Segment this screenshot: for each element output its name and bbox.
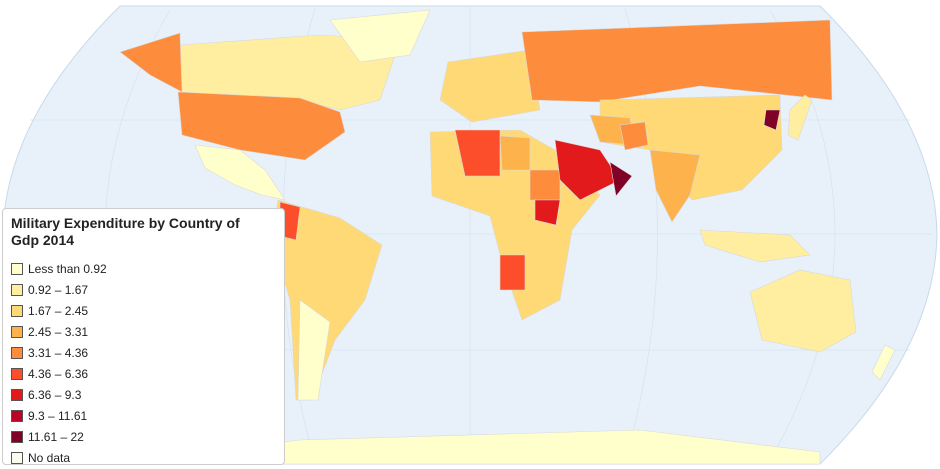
legend-label: 2.45 – 3.31 bbox=[28, 324, 89, 339]
legend-label: 0.92 – 1.67 bbox=[28, 282, 89, 297]
legend-label: 6.36 – 9.3 bbox=[28, 387, 82, 402]
legend-item[interactable]: No data bbox=[11, 447, 276, 468]
legend-label: Less than 0.92 bbox=[28, 261, 107, 276]
country bbox=[649, 149, 701, 223]
legend-label: 1.67 – 2.45 bbox=[28, 303, 89, 318]
legend-swatch bbox=[11, 325, 23, 338]
legend-item[interactable]: 4.36 – 6.36 bbox=[11, 363, 276, 384]
country bbox=[529, 169, 561, 201]
country bbox=[749, 269, 857, 353]
country bbox=[699, 229, 811, 263]
legend-label: 11.61 – 22 bbox=[28, 429, 84, 444]
legend-item[interactable]: 0.92 – 1.67 bbox=[11, 279, 276, 300]
legend-item[interactable]: 3.31 – 4.36 bbox=[11, 342, 276, 363]
country bbox=[329, 9, 431, 63]
country bbox=[521, 19, 833, 103]
legend-item[interactable]: 2.45 – 3.31 bbox=[11, 321, 276, 342]
country bbox=[194, 144, 286, 201]
legend-item[interactable]: 9.3 – 11.61 bbox=[11, 405, 276, 426]
legend-swatch bbox=[11, 388, 23, 401]
country bbox=[599, 94, 783, 201]
country bbox=[439, 49, 541, 123]
country bbox=[499, 135, 531, 171]
legend-title: Military Expenditure by Country of Gdp 2… bbox=[11, 215, 240, 248]
country bbox=[554, 139, 621, 201]
legend-swatch bbox=[11, 346, 23, 359]
legend-item[interactable]: Less than 0.92 bbox=[11, 258, 276, 279]
legend-item[interactable]: 6.36 – 9.3 bbox=[11, 384, 276, 405]
legend-swatch bbox=[11, 451, 23, 464]
legend: Military Expenditure by Country of Gdp 2… bbox=[2, 208, 285, 465]
country bbox=[763, 109, 781, 131]
legend-label: 3.31 – 4.36 bbox=[28, 345, 89, 360]
legend-label: 9.3 – 11.61 bbox=[28, 408, 88, 423]
country bbox=[297, 299, 331, 401]
country bbox=[787, 94, 813, 141]
legend-items: Less than 0.92 0.92 – 1.67 1.67 – 2.45 2.45… bbox=[11, 258, 276, 468]
country bbox=[534, 199, 561, 226]
legend-swatch bbox=[11, 367, 23, 380]
country bbox=[871, 344, 896, 381]
country bbox=[177, 91, 346, 161]
legend-swatch bbox=[11, 262, 23, 275]
legend-swatch bbox=[11, 283, 23, 296]
country bbox=[454, 129, 501, 177]
country bbox=[499, 254, 526, 291]
legend-label: No data bbox=[28, 450, 71, 465]
legend-swatch bbox=[11, 430, 23, 443]
country bbox=[619, 121, 649, 151]
legend-label: 4.36 – 6.36 bbox=[28, 366, 89, 381]
country bbox=[609, 161, 633, 197]
legend-swatch bbox=[11, 304, 23, 317]
legend-swatch bbox=[11, 409, 23, 422]
legend-item[interactable]: 1.67 – 2.45 bbox=[11, 300, 276, 321]
legend-item[interactable]: 11.61 – 22 bbox=[11, 426, 276, 447]
